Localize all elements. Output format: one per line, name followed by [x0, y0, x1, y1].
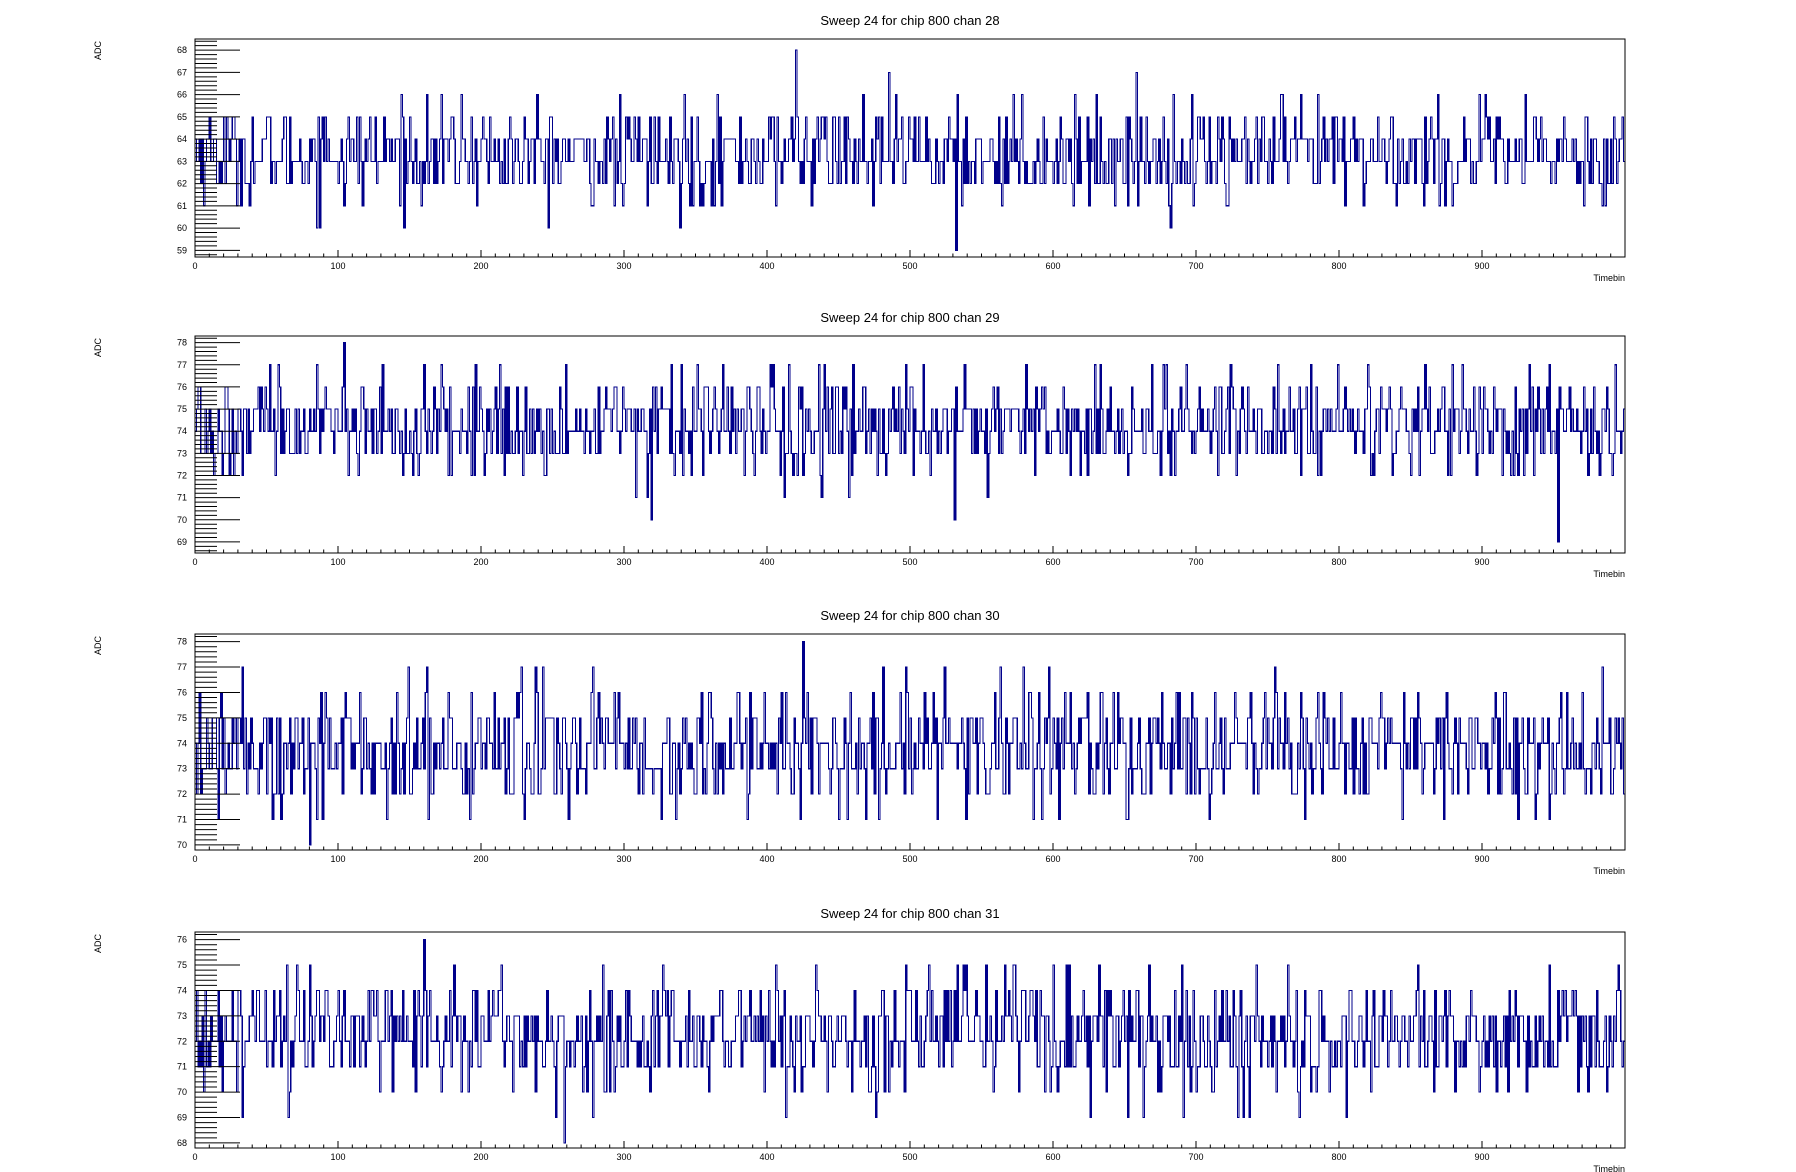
x-tick-label: 600 [1045, 854, 1060, 864]
y-tick-label: 66 [177, 90, 187, 100]
x-tick-label: 100 [330, 1152, 345, 1162]
x-tick-label: 0 [192, 261, 197, 271]
y-tick-label: 76 [177, 382, 187, 392]
y-tick-label: 67 [177, 67, 187, 77]
x-tick-label: 200 [473, 1152, 488, 1162]
chart-panel-1: Sweep 24 for chip 800 chan 28 ADC Timebin 5… [93, 13, 1626, 283]
x-tick-label: 900 [1474, 854, 1489, 864]
chart-title: Sweep 24 for chip 800 chan 29 [820, 310, 999, 325]
series-trace [195, 641, 1625, 846]
x-tick-label: 400 [759, 261, 774, 271]
x-tick-label: 900 [1474, 1152, 1489, 1162]
chart-panel-4: Sweep 24 for chip 800 chan 31 ADC Timebin 6… [93, 906, 1626, 1172]
x-tick-label: 300 [616, 1152, 631, 1162]
chart-title: Sweep 24 for chip 800 chan 31 [820, 906, 999, 921]
y-tick-label: 65 [177, 112, 187, 122]
x-tick-label: 0 [192, 557, 197, 567]
x-tick-label: 0 [192, 1152, 197, 1162]
y-tick-label: 71 [177, 815, 187, 825]
y-tick-label: 69 [177, 537, 187, 547]
x-tick-label: 500 [902, 261, 917, 271]
y-tick-label: 75 [177, 404, 187, 414]
y-tick-label: 70 [177, 1087, 187, 1097]
x-tick-label: 500 [902, 1152, 917, 1162]
y-tick-label: 68 [177, 1138, 187, 1148]
y-tick-label: 71 [177, 493, 187, 503]
x-tick-label: 100 [330, 557, 345, 567]
y-tick-label: 78 [177, 637, 187, 647]
y-tick-label: 69 [177, 1113, 187, 1123]
x-tick-label: 800 [1331, 854, 1346, 864]
x-tick-label: 600 [1045, 1152, 1060, 1162]
y-tick-label: 70 [177, 840, 187, 850]
series-trace [195, 342, 1625, 543]
y-tick-label: 59 [177, 245, 187, 255]
x-tick-label: 300 [616, 261, 631, 271]
y-tick-label: 74 [177, 985, 187, 995]
x-tick-label: 800 [1331, 557, 1346, 567]
x-tick-label: 900 [1474, 557, 1489, 567]
x-tick-label: 700 [1188, 854, 1203, 864]
y-tick-label: 70 [177, 515, 187, 525]
x-tick-label: 600 [1045, 557, 1060, 567]
y-tick-label: 73 [177, 764, 187, 774]
x-tick-label: 700 [1188, 557, 1203, 567]
y-tick-label: 60 [177, 223, 187, 233]
y-tick-label: 72 [177, 1036, 187, 1046]
x-tick-label: 400 [759, 854, 774, 864]
series-trace [195, 49, 1625, 251]
y-tick-label: 75 [177, 713, 187, 723]
x-tick-label: 400 [759, 557, 774, 567]
y-tick-label: 73 [177, 448, 187, 458]
y-tick-label: 76 [177, 935, 187, 945]
x-tick-label: 500 [902, 557, 917, 567]
y-axis-label: ADC [93, 934, 103, 954]
y-tick-label: 73 [177, 1011, 187, 1021]
y-tick-label: 74 [177, 738, 187, 748]
x-tick-label: 200 [473, 557, 488, 567]
x-tick-label: 700 [1188, 1152, 1203, 1162]
y-tick-label: 76 [177, 687, 187, 697]
y-tick-label: 78 [177, 338, 187, 348]
y-tick-label: 75 [177, 960, 187, 970]
x-tick-label: 600 [1045, 261, 1060, 271]
x-tick-label: 100 [330, 261, 345, 271]
x-tick-label: 800 [1331, 1152, 1346, 1162]
y-axis-label: ADC [93, 41, 103, 61]
x-axis-label: Timebin [1593, 866, 1625, 876]
x-axis-label: Timebin [1593, 569, 1625, 579]
x-tick-label: 500 [902, 854, 917, 864]
chart-title: Sweep 24 for chip 800 chan 28 [820, 13, 999, 28]
x-tick-label: 700 [1188, 261, 1203, 271]
chart-panel-2: Sweep 24 for chip 800 chan 29 ADC Timebin 6… [93, 310, 1626, 579]
x-axis-label: Timebin [1593, 273, 1625, 283]
y-tick-label: 61 [177, 201, 187, 211]
y-tick-label: 72 [177, 471, 187, 481]
y-tick-label: 77 [177, 662, 187, 672]
series-trace [195, 939, 1625, 1144]
y-tick-label: 72 [177, 789, 187, 799]
y-tick-label: 63 [177, 156, 187, 166]
chart-panel-3: Sweep 24 for chip 800 chan 30 ADC Timebin 7… [93, 608, 1626, 876]
y-axis-label: ADC [93, 338, 103, 358]
y-tick-label: 68 [177, 45, 187, 55]
x-tick-label: 200 [473, 261, 488, 271]
x-tick-label: 100 [330, 854, 345, 864]
x-tick-label: 800 [1331, 261, 1346, 271]
y-tick-label: 62 [177, 179, 187, 189]
x-tick-label: 300 [616, 854, 631, 864]
x-tick-label: 400 [759, 1152, 774, 1162]
y-tick-label: 71 [177, 1062, 187, 1072]
y-tick-label: 77 [177, 360, 187, 370]
y-tick-label: 74 [177, 426, 187, 436]
y-tick-label: 64 [177, 134, 187, 144]
chart-title: Sweep 24 for chip 800 chan 30 [820, 608, 999, 623]
y-axis-label: ADC [93, 636, 103, 656]
x-axis-label: Timebin [1593, 1164, 1625, 1172]
x-tick-label: 300 [616, 557, 631, 567]
x-tick-label: 900 [1474, 261, 1489, 271]
x-tick-label: 0 [192, 854, 197, 864]
x-tick-label: 200 [473, 854, 488, 864]
